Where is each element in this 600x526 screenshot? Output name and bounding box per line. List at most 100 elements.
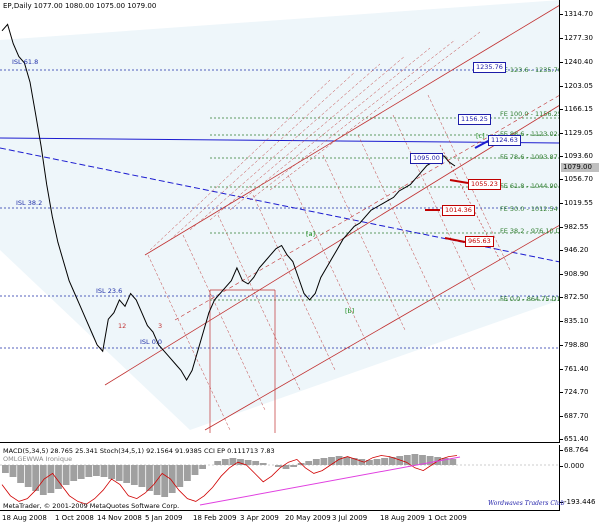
fan-line	[229, 47, 431, 211]
price-chart-svg	[0, 0, 559, 433]
fan-line	[149, 79, 331, 251]
histogram-bar	[130, 465, 138, 485]
date-tick-label: 1 Oct 2009	[428, 514, 467, 522]
date-tick-label: 5 Jan 2009	[145, 514, 183, 522]
histogram-bar	[2, 465, 9, 473]
histogram-bar	[229, 458, 237, 465]
blue-arrow	[474, 139, 491, 149]
histogram-bar	[62, 465, 70, 485]
histogram-bar	[168, 465, 176, 493]
price-tick-label: 1129.05	[560, 128, 593, 137]
histogram-bar	[146, 465, 153, 491]
histogram-bar	[32, 465, 40, 491]
histogram-bar	[320, 458, 328, 465]
histogram-bar	[199, 465, 206, 469]
histogram-bar	[24, 465, 32, 487]
wave-label-c: [c]	[476, 132, 485, 140]
date-axis[interactable]: 18 Aug 2008 1 Oct 2008 14 Nov 2008 5 Jan 20…	[0, 511, 560, 526]
histogram-bar	[312, 459, 320, 465]
isl-label-61: ISL 61.8	[12, 58, 39, 66]
price-tick-label: 835.10	[560, 317, 589, 326]
histogram-bar	[290, 465, 297, 467]
osc-trend-line	[199, 456, 461, 506]
channel-mid-line	[174, 95, 559, 321]
histogram-bar	[17, 465, 24, 483]
histogram-bar	[411, 454, 419, 465]
price-tick-label: 687.70	[560, 411, 589, 420]
date-tick-label: 18 Feb 2009	[193, 514, 237, 522]
price-axis[interactable]: 1314.70 1277.30 1240.40 1203.05 1166.15 1129.…	[560, 0, 600, 443]
histogram-bar	[441, 458, 449, 465]
wave-label-3: 3	[158, 322, 163, 330]
histogram-bar	[221, 459, 229, 465]
price-tick-label: 798.80	[560, 340, 589, 349]
histogram-bar	[419, 455, 426, 465]
histogram-bar	[426, 456, 434, 465]
histogram-bar	[343, 457, 351, 465]
blue-trend-line	[0, 147, 559, 263]
price-tick-label: 1203.05	[560, 81, 593, 90]
fan-line	[209, 55, 406, 221]
price-tick-label: 1093.60	[560, 151, 593, 160]
date-tick-label: 20 May 2009	[285, 514, 331, 522]
histogram-bar	[252, 461, 260, 465]
wave-label-b: [b]	[345, 307, 355, 315]
histogram-bar	[93, 465, 100, 476]
histogram-bar	[191, 465, 199, 475]
fan-line	[392, 114, 476, 291]
osc-tick-label: 68.764	[560, 446, 589, 454]
price-tick-label: 761.40	[560, 364, 589, 373]
osc-tick-label: -193.446	[559, 498, 596, 506]
histogram-bar	[100, 465, 108, 477]
histogram-bar	[403, 455, 411, 465]
histogram-bar	[9, 465, 17, 477]
fe-label-88: FE 88.6 - 1123.02 D1	[500, 130, 559, 138]
price-tick-label: 651.40	[560, 435, 589, 443]
price-box-1156: 1156.25	[458, 114, 491, 125]
wave-label-a: [a]	[306, 230, 316, 238]
oscillator-title: MACD(5,34,5) 28.765 25.341 Stoch(34,5,1)…	[3, 447, 275, 455]
stochastic-line	[1, 455, 458, 505]
histogram-bar	[328, 457, 335, 465]
price-tick-label: 724.70	[560, 388, 589, 397]
fe-label-50: FE 50.0 - 1012.54	[500, 205, 558, 213]
oscillator-panel[interactable]: MACD(5,34,5) 28.765 25.341 Stoch(34,5,1)…	[0, 445, 560, 511]
channel-base-line	[204, 225, 559, 431]
histogram-bar	[115, 465, 123, 481]
shaded-region	[0, 0, 559, 430]
chart-title: EP,Daily 1077.00 1080.00 1075.00 1079.00	[3, 2, 157, 10]
osc-tick-label: 0.000	[559, 462, 585, 470]
fe-label-61: FE 61.8 - 1044.90 D1	[500, 182, 559, 190]
date-tick-label: 3 Jul 2009	[332, 514, 368, 522]
red-arrow-1	[449, 179, 469, 184]
price-tick-label: 982.55	[560, 222, 589, 231]
histogram-bar	[366, 460, 373, 465]
histogram-bar	[214, 461, 222, 465]
date-tick-label: 18 Aug 2009	[380, 514, 425, 522]
fan-line	[217, 214, 301, 391]
price-tick-label: 908.90	[560, 270, 589, 278]
price-box-965: 965.63	[465, 236, 494, 247]
price-tick-label: 1019.55	[560, 199, 593, 208]
copyright-text: MetaTrader, © 2001-2009 MetaQuotes Softw…	[3, 502, 180, 510]
histogram-bar	[305, 461, 313, 465]
fe-label-0: FE 0.0 - 864.75 D1	[500, 295, 560, 303]
histogram-bar	[335, 456, 343, 465]
channel-upper-line	[144, 5, 559, 256]
date-tick-label: 3 Apr 2009	[240, 514, 279, 522]
fan-line	[169, 71, 356, 241]
histogram-bar	[275, 465, 282, 467]
blue-resistance-line	[0, 137, 559, 144]
histogram-bar	[259, 463, 267, 465]
price-chart-panel[interactable]: EP,Daily 1077.00 1080.00 1075.00 1079.00…	[0, 0, 560, 443]
histogram-bar	[237, 459, 244, 465]
price-box-1235: 1235.76	[473, 62, 506, 73]
isl-label-0: ISL 0.0	[140, 338, 163, 346]
price-box-1095: 1095.00	[410, 153, 443, 164]
histogram-bar	[108, 465, 115, 479]
signature-text: Wordwaves Traders Club	[488, 500, 565, 507]
histogram-bar	[350, 458, 358, 465]
histogram-bar	[85, 465, 93, 477]
date-tick-label: 1 Oct 2008	[55, 514, 94, 522]
price-box-1124: 1124.63	[488, 135, 521, 146]
